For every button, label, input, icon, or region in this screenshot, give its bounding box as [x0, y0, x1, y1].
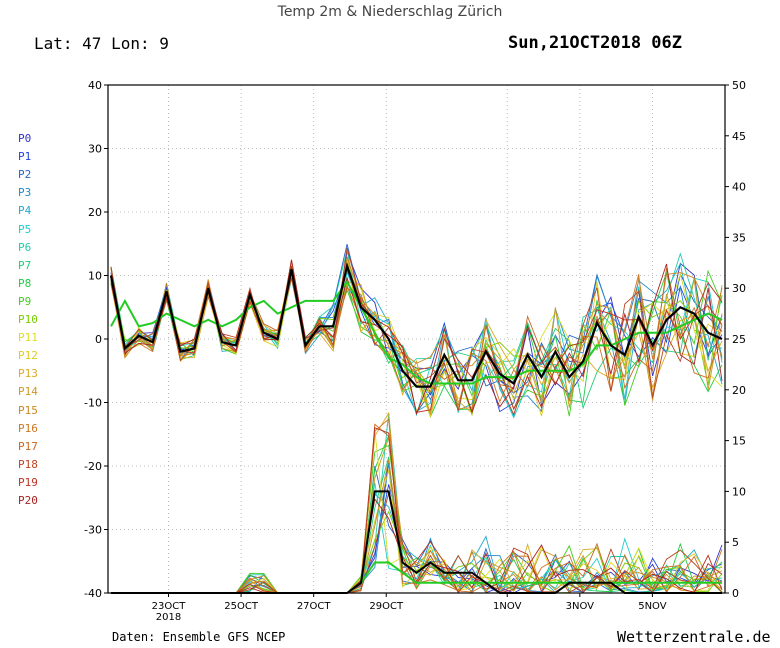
legend-item-p11: P11 [18, 331, 38, 345]
y-right-tick-label: 10 [732, 485, 746, 498]
run-time-label: Sun,21OCT2018 06Z [508, 33, 682, 53]
x-tick-label: 5NOV [638, 601, 667, 612]
x-tick-label: 27OCT [297, 601, 332, 612]
x-tick-label: 25OCT [224, 601, 259, 612]
legend-item-p8: P8 [18, 276, 32, 290]
chart-title: Temp 2m & Niederschlag Zürich [277, 4, 503, 20]
legend-item-p0: P0 [18, 132, 32, 145]
legend-item-p3: P3 [18, 186, 32, 200]
control-temp-line [109, 261, 723, 388]
series-group [109, 243, 723, 594]
site-label: Wetterzentrale.de [617, 628, 771, 646]
y-left-tick-label: 10 [88, 270, 102, 283]
member-precip-line-p14 [111, 437, 723, 594]
y-left-tick-label: 40 [88, 79, 102, 92]
legend-item-p14: P14 [18, 385, 38, 399]
legend-item-p15: P15 [18, 403, 38, 417]
x-tick-label: 1NOV [493, 601, 522, 612]
y-right-tick-label: 45 [732, 130, 746, 143]
legend-item-p16: P16 [18, 421, 38, 435]
data-source-label: Daten: Ensemble GFS NCEP [112, 630, 286, 644]
y-right-tick-label: 20 [732, 384, 746, 397]
y-right-tick-label: 15 [732, 435, 746, 448]
y-left-tick-label: 0 [95, 333, 102, 346]
grid-lines [108, 85, 725, 593]
x-tick-label: 3NOV [566, 601, 595, 612]
legend-item-p20: P20 [18, 494, 38, 507]
member-precip-line-p16 [111, 418, 723, 594]
legend-item-p18: P18 [18, 457, 38, 471]
y-left-tick-label: -20 [84, 460, 102, 473]
y-left-tick-label: -10 [84, 397, 102, 410]
legend-item-p9: P9 [18, 294, 32, 308]
y-left-tick-label: -30 [84, 524, 102, 537]
legend-item-p2: P2 [18, 168, 32, 182]
y-right-tick-label: 35 [732, 231, 746, 244]
legend-item-p19: P19 [18, 475, 38, 489]
legend-item-p6: P6 [18, 240, 32, 254]
x-year-label: 2018 [156, 612, 181, 623]
legend-item-p10: P10 [18, 313, 38, 326]
y-left-tick-label: 30 [88, 143, 102, 156]
location-label: Lat: 47 Lon: 9 [34, 34, 169, 53]
y-right-tick-label: 0 [732, 587, 739, 600]
y-left-tick-label: -40 [84, 587, 102, 600]
y-right-tick-label: 40 [732, 181, 746, 194]
y-left-tick-label: 20 [88, 206, 102, 219]
y-right-tick-label: 5 [732, 536, 739, 549]
y-right-tick-label: 50 [732, 79, 746, 92]
legend-item-p17: P17 [18, 439, 38, 453]
x-tick-label: 23OCT [152, 601, 187, 612]
x-tick-label: 29OCT [369, 601, 404, 612]
mean-temp-line [110, 279, 723, 385]
legend-item-p13: P13 [18, 367, 38, 381]
member-temp-line-p5 [110, 270, 723, 419]
legend-item-p4: P4 [18, 204, 32, 218]
legend-item-p12: P12 [18, 349, 38, 363]
y-right-tick-label: 25 [732, 333, 746, 346]
legend-item-p5: P5 [18, 222, 32, 236]
legend-item-p1: P1 [18, 150, 32, 164]
axis-labels: -40 -30 -20 -10 0 10 20 30 40 0 5 10 15 20 25 30 35 40 45 5… [84, 79, 746, 623]
legend-item-p7: P7 [18, 258, 32, 272]
y-right-tick-label: 30 [732, 282, 746, 295]
